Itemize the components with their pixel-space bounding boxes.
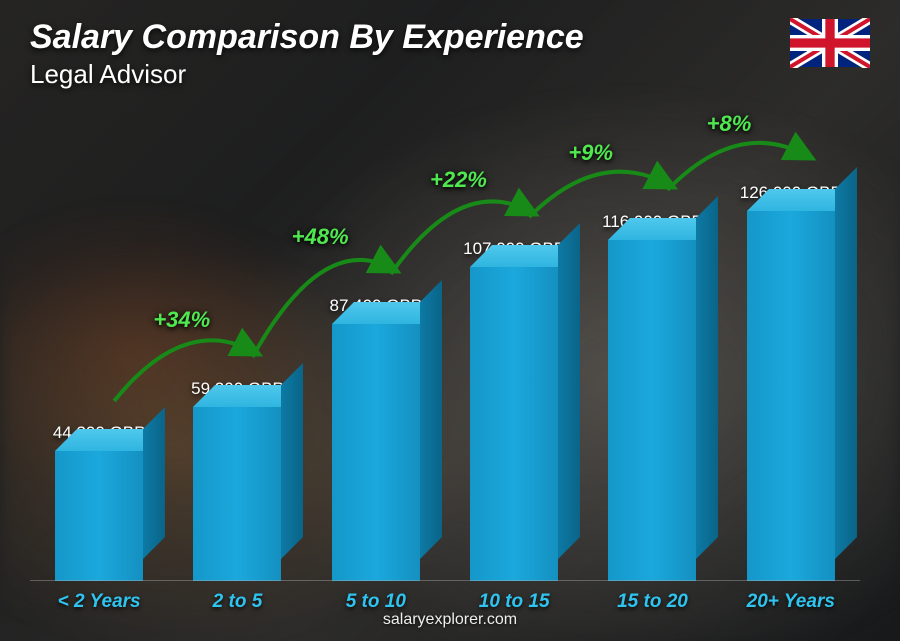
bar-category-label: 20+ Years: [747, 591, 835, 613]
bar-side-face: [281, 363, 303, 559]
bar-side-face: [835, 167, 857, 559]
bar: [608, 240, 696, 581]
bar: [470, 267, 558, 581]
bar: [332, 324, 420, 581]
bar-group: 126,000 GBP20+ Years: [722, 101, 860, 581]
uk-flag-icon: [790, 18, 870, 68]
footer-credit: salaryexplorer.com: [0, 611, 900, 629]
bar-category-label: 5 to 10: [346, 591, 406, 613]
bar: [747, 211, 835, 581]
bar-side-face: [420, 280, 442, 559]
bar-front-face: [608, 240, 696, 581]
bar-group: 116,000 GBP15 to 20: [583, 101, 721, 581]
bar-front-face: [747, 211, 835, 581]
chart-baseline: [30, 580, 860, 581]
increase-pct-label: +9%: [568, 140, 613, 166]
bar-front-face: [332, 324, 420, 581]
bar-side-face: [143, 407, 165, 559]
bar-category-label: 15 to 20: [617, 591, 688, 613]
increase-pct-label: +48%: [292, 224, 349, 250]
header: Salary Comparison By Experience Legal Ad…: [30, 18, 870, 90]
page-title: Salary Comparison By Experience: [30, 18, 870, 57]
bar-front-face: [470, 267, 558, 581]
bar-category-label: 10 to 15: [479, 591, 550, 613]
increase-pct-label: +8%: [707, 111, 752, 137]
increase-pct-label: +34%: [153, 307, 210, 333]
bar-front-face: [193, 407, 281, 581]
bar: [55, 451, 143, 581]
bar-group: 87,400 GBP5 to 10: [307, 101, 445, 581]
bar: [193, 407, 281, 581]
bar-side-face: [696, 196, 718, 559]
bar-front-face: [55, 451, 143, 581]
bar-category-label: < 2 Years: [58, 591, 141, 613]
bar-group: 59,200 GBP2 to 5: [168, 101, 306, 581]
bar-side-face: [558, 223, 580, 559]
bar-category-label: 2 to 5: [213, 591, 263, 613]
bar-group: 44,300 GBP< 2 Years: [30, 101, 168, 581]
increase-pct-label: +22%: [430, 167, 487, 193]
page-subtitle: Legal Advisor: [30, 59, 870, 90]
